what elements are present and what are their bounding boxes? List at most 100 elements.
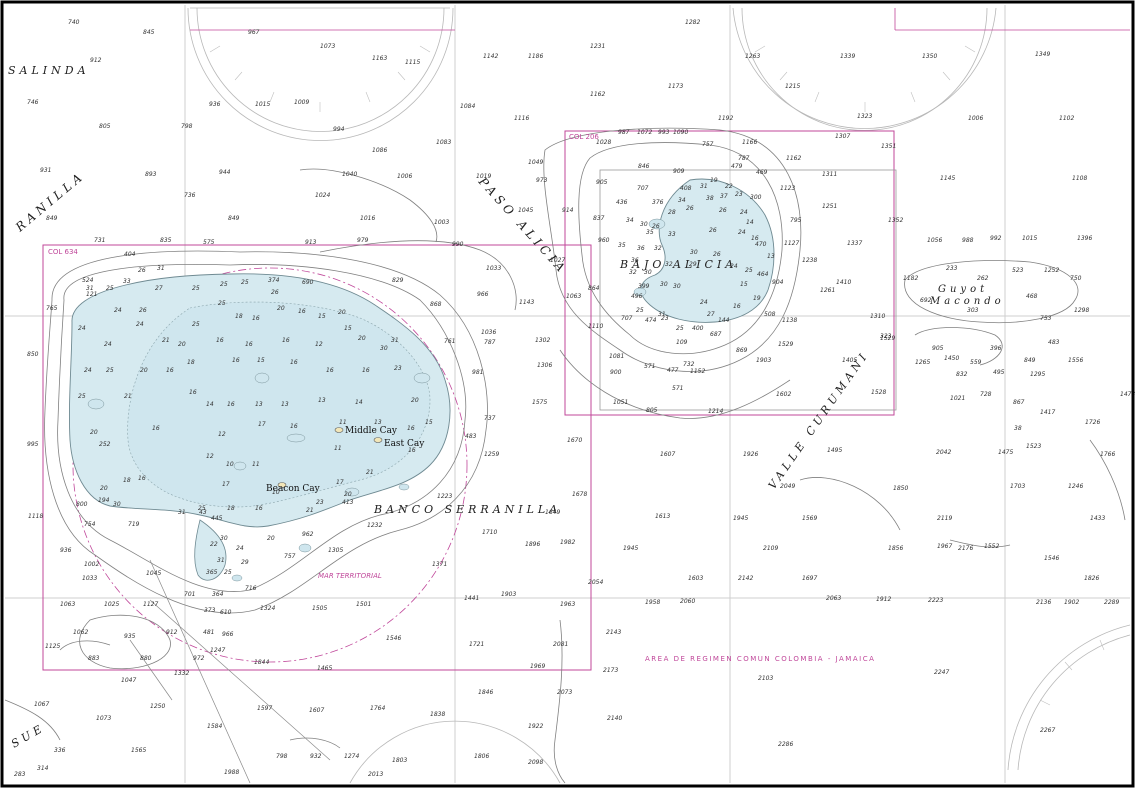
depth-sounding: 468 (1026, 293, 1038, 300)
depth-sounding: 1896 (525, 541, 540, 548)
depth-sounding: 2136 (1036, 599, 1051, 606)
depth-sounding: 26 (686, 205, 694, 212)
depth-sounding: 1295 (1030, 371, 1045, 378)
depth-sounding: 30 (660, 281, 668, 288)
depth-sounding: 15 (425, 419, 433, 426)
depth-sounding: 1232 (367, 522, 382, 529)
depth-sounding: 13 (255, 401, 263, 408)
depth-sounding: 436 (616, 199, 628, 206)
depth-sounding: 1127 (784, 240, 799, 247)
depth-sounding: 22 (725, 183, 733, 190)
depth-sounding: 1015 (255, 101, 270, 108)
depth-sounding: 1102 (1059, 115, 1074, 122)
depth-sounding: 16 (245, 341, 253, 348)
depth-sounding: 2049 (780, 483, 795, 490)
depth-sounding: 571 (644, 363, 655, 370)
depth-sounding: 27 (155, 285, 163, 292)
depth-sounding: 1826 (1084, 575, 1099, 582)
depth-sounding: 960 (598, 237, 610, 244)
depth-sounding: 610 (220, 609, 232, 616)
depth-sounding: 396 (990, 345, 1002, 352)
depth-sounding: 1298 (1074, 307, 1089, 314)
depth-sounding: 690 (302, 279, 314, 286)
depth-sounding: 571 (672, 385, 683, 392)
depth-sounding: 1215 (785, 83, 800, 90)
depth-sounding: 1603 (688, 575, 703, 582)
depth-sounding: 300 (750, 194, 762, 201)
depth-sounding: 750 (1070, 275, 1082, 282)
depth-sounding: 1922 (528, 723, 543, 730)
depth-sounding: 1417 (1040, 409, 1055, 416)
depth-sounding: 1838 (430, 711, 445, 718)
depth-sounding: 1806 (474, 753, 489, 760)
depth-sounding: 11 (339, 419, 347, 426)
depth-sounding: 1323 (857, 113, 872, 120)
depth-sounding: 966 (222, 631, 234, 638)
depth-sounding: 365 (206, 569, 218, 576)
depth-sounding: 13 (318, 397, 326, 404)
depth-sounding: 12 (218, 431, 226, 438)
depth-sounding: 30 (220, 535, 228, 542)
depth-sounding: 483 (1048, 339, 1060, 346)
depth-sounding: 1003 (434, 219, 449, 226)
depth-sounding: 30 (644, 269, 652, 276)
depth-sounding: 20 (277, 305, 285, 312)
depth-sounding: 26 (138, 267, 146, 274)
depth-sounding: 909 (673, 168, 685, 175)
depth-sounding: 34 (678, 197, 686, 204)
depth-sounding: 1945 (733, 515, 748, 522)
depth-sounding: 323 (880, 333, 892, 340)
depth-sounding: 869 (736, 347, 748, 354)
depth-sounding: 935 (124, 633, 136, 640)
depth-sounding: 1349 (1035, 51, 1050, 58)
depth-sounding: 16 (189, 389, 197, 396)
depth-sounding: 746 (27, 99, 39, 106)
depth-sounding: 464 (757, 271, 769, 278)
depth-sounding: 1351 (881, 143, 896, 150)
depth-sounding: 1009 (294, 99, 309, 106)
depth-sounding: 1049 (528, 159, 543, 166)
depth-sounding: 1025 (104, 601, 119, 608)
depth-sounding: 445 (211, 515, 223, 522)
depth-sounding: 14 (206, 401, 214, 408)
depth-sounding: 1602 (776, 391, 791, 398)
depth-sounding: 2143 (606, 629, 621, 636)
depth-sounding: 1081 (609, 353, 624, 360)
depth-sounding: 1125 (45, 643, 60, 650)
depth-sounding: 1192 (718, 115, 733, 122)
depth-sounding: 20 (90, 429, 98, 436)
depth-sounding: 17 (258, 421, 266, 428)
depth-sounding: 469 (756, 169, 768, 176)
serranilla-southern-tail (194, 519, 227, 581)
depth-sounding: 1310 (870, 313, 885, 320)
depth-sounding: 993 (658, 129, 670, 136)
depth-sounding: 12 (315, 341, 323, 348)
depth-sounding: 732 (683, 361, 695, 368)
depth-sounding: 1015 (1022, 235, 1037, 242)
depth-sounding: 944 (219, 169, 231, 176)
depth-sounding: 1163 (372, 55, 387, 62)
depth-sounding: 1703 (1010, 483, 1025, 490)
depth-sounding: 16 (290, 423, 298, 430)
depth-sounding: 2142 (738, 575, 753, 582)
depth-sounding: 1764 (370, 705, 385, 712)
depth-sounding: 26 (713, 251, 721, 258)
depth-contours (4, 127, 1126, 784)
depth-sounding: 25 (220, 281, 228, 288)
col-206-boundary (564, 130, 895, 416)
depth-sounding: 880 (140, 655, 152, 662)
depth-sounding: 404 (124, 251, 136, 258)
depth-sounding: 24 (730, 263, 738, 270)
depth-sounding: 2109 (763, 545, 778, 552)
depth-sounding: 1115 (405, 59, 420, 66)
depth-sounding: 1441 (464, 595, 479, 602)
depth-sounding: 992 (990, 235, 1002, 242)
depth-sounding: 1265 (915, 359, 930, 366)
depth-sounding: 1051 (613, 399, 628, 406)
depth-sounding: 1670 (567, 437, 582, 444)
depth-sounding: 1090 (673, 129, 688, 136)
depth-sounding: 1045 (146, 570, 161, 577)
depth-sounding: 1678 (572, 491, 587, 498)
depth-sounding: 1584 (207, 723, 222, 730)
